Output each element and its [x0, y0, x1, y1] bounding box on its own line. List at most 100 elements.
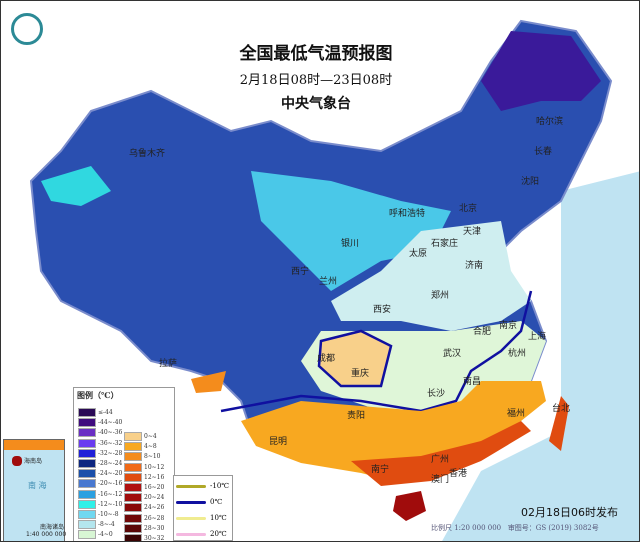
issue-time: 02月18日06时发布	[521, 506, 618, 519]
legend-swatch	[78, 469, 96, 479]
city-label: 长沙	[427, 389, 446, 399]
city-label: 沈阳	[521, 177, 540, 187]
legend-swatch	[78, 479, 96, 489]
city-label: 兰州	[319, 277, 338, 287]
inset-islands-label: 南海诸岛	[40, 524, 65, 531]
city-label: 南宁	[371, 465, 390, 475]
isoline-swatch	[176, 501, 206, 504]
map-scale: 比例尺 1:20 000 000 审图号：GS (2019) 3082号	[431, 523, 599, 533]
legend-label: -10~-8	[98, 511, 119, 518]
isoline-swatch	[176, 533, 206, 536]
legend-label: 8~10	[144, 453, 161, 461]
legend-label: 10~12	[144, 463, 165, 471]
taiwan	[549, 396, 569, 451]
legend-label: 20~24	[144, 494, 165, 502]
legend-swatch	[78, 438, 96, 448]
northeast-purple-zone	[481, 31, 601, 111]
city-label: 福州	[507, 409, 526, 419]
city-label: 济南	[465, 261, 484, 271]
city-label: 长春	[534, 147, 553, 157]
legend-swatch	[78, 530, 96, 540]
inset-hainan-label: 海南岛	[24, 458, 43, 465]
legend-label: 12~16	[144, 473, 165, 481]
legend-label: -8~-4	[98, 521, 115, 529]
city-label: 贵阳	[347, 411, 366, 421]
city-label: 天津	[463, 227, 482, 237]
inset-scale: 1:40 000 000	[26, 531, 67, 538]
city-label: 昆明	[269, 437, 288, 447]
city-label: 澳门	[431, 475, 450, 485]
legend-label: -20~-16	[98, 480, 123, 488]
legend-label: -44~-40	[98, 419, 123, 427]
legend-swatch	[78, 428, 96, 438]
legend-swatch	[124, 483, 142, 492]
legend-label: 4~8	[144, 443, 157, 451]
legend-label: -12~-10	[98, 500, 123, 508]
city-label: 香港	[449, 469, 468, 479]
legend-label: 26~28	[144, 514, 165, 522]
isoline-label: -10℃	[210, 482, 230, 490]
city-label: 太原	[409, 249, 428, 259]
legend-label: ≤-44	[98, 409, 113, 416]
legend-label: 0~4	[144, 433, 157, 440]
isoline-label: 0℃	[210, 498, 223, 506]
city-label: 呼和浩特	[389, 209, 426, 219]
tibet-south-warm	[191, 371, 226, 393]
city-label: 西宁	[291, 267, 310, 277]
city-label: 郑州	[431, 291, 450, 301]
city-label: 南京	[499, 321, 518, 331]
isoline-legend: -10℃ 0℃ 10℃ 20℃	[173, 475, 233, 541]
legend-swatch	[78, 520, 96, 530]
legend-label: 16~20	[144, 484, 165, 491]
city-label: 银川	[341, 239, 360, 249]
legend-swatch	[124, 513, 142, 523]
legend-swatch	[78, 459, 96, 468]
city-label: 重庆	[351, 369, 370, 379]
map-title: 全国最低气温预报图	[239, 44, 393, 64]
isoline-label: 20℃	[210, 530, 227, 538]
legend-label: -4~0	[98, 531, 113, 539]
legend-swatch	[124, 534, 142, 541]
city-label: 石家庄	[431, 239, 459, 249]
scale-text: 比例尺 1:20 000 000	[431, 524, 502, 532]
city-label: 南昌	[463, 377, 482, 387]
city-label: 乌鲁木齐	[129, 149, 166, 159]
city-label: 上海	[528, 332, 547, 342]
legend-swatch	[78, 510, 96, 519]
sea-area	[442, 171, 639, 541]
zero-isoline	[220, 290, 533, 413]
legend-swatch	[124, 493, 142, 503]
legend-swatch	[78, 448, 96, 458]
legend-label: -40~-36	[98, 429, 123, 437]
city-label: 广州	[431, 455, 450, 465]
city-label: 杭州	[508, 349, 527, 359]
legend-title: 图例（℃）	[77, 390, 119, 400]
legend-swatch	[78, 408, 96, 417]
city-label: 合肥	[473, 327, 492, 337]
south-warm-zone	[241, 381, 546, 483]
legend-label: 24~26	[144, 504, 165, 512]
legend-swatch	[78, 499, 96, 509]
north-cyan-zone	[251, 171, 451, 291]
legend-label: 28~30	[144, 524, 165, 532]
legend-swatch	[124, 462, 142, 472]
legend-swatch	[124, 523, 142, 533]
isoline-swatch	[176, 485, 206, 488]
central-light-zone	[331, 221, 531, 331]
legend-label: -24~-20	[98, 470, 123, 478]
isoline-label: 10℃	[210, 514, 227, 522]
city-label: 武汉	[443, 349, 462, 359]
issuer: 中央气象台	[281, 96, 351, 112]
forecast-period: 2月18日08时—23日08时	[239, 73, 393, 88]
city-label: 西安	[373, 305, 392, 315]
south-china-sea-inset: 海南岛 南 海 南海诸岛 1:40 000 000	[3, 439, 67, 541]
city-label: 北京	[459, 204, 478, 214]
legend-swatch	[124, 432, 142, 441]
legend-label: -36~-32	[98, 439, 123, 447]
legend-swatch	[78, 418, 96, 428]
legend-swatch	[124, 452, 142, 462]
inset-sea-label: 南 海	[28, 481, 47, 490]
map-number: 审图号：GS (2019) 3082号	[507, 524, 599, 532]
